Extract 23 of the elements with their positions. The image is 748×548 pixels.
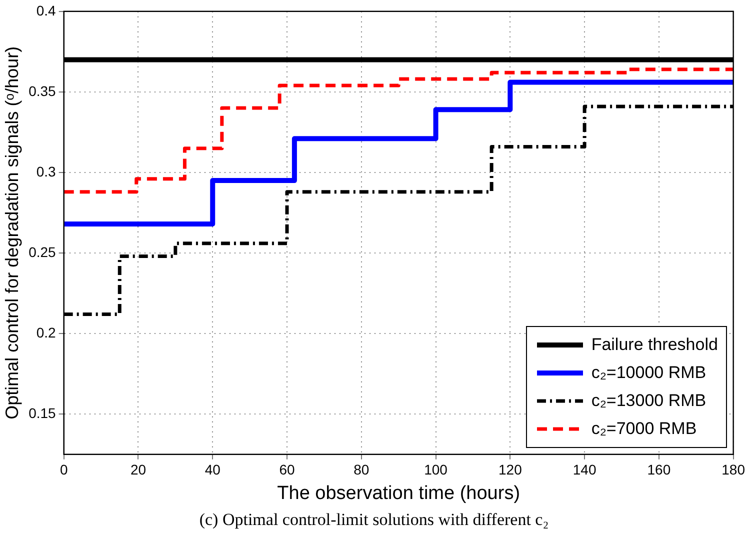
x-tick-label: 160 <box>647 462 671 478</box>
x-tick-label: 120 <box>498 462 522 478</box>
y-tick-label: 0.3 <box>36 163 56 180</box>
x-tick-label: 0 <box>60 462 68 478</box>
y-tick-label: 0.35 <box>28 82 56 99</box>
legend-label: Failure threshold <box>591 335 718 356</box>
x-tick-label: 20 <box>130 462 146 478</box>
legend-label: c₂=10000 RMB <box>591 363 706 384</box>
y-tick-label: 0.2 <box>36 324 56 340</box>
x-tick-label: 100 <box>424 462 448 478</box>
y-tick-label: 0.25 <box>28 244 56 260</box>
y-tick-label: 0.4 <box>36 2 56 18</box>
x-tick-label: 80 <box>354 462 370 478</box>
x-tick-label: 180 <box>722 462 746 478</box>
legend-label: c₂=7000 RMB <box>591 419 697 440</box>
legend-label: c₂=13000 RMB <box>591 391 706 412</box>
y-axis-title: Optimal control for degradation signals (ᵒ/hour) <box>2 46 22 420</box>
y-tick-label: 0.15 <box>28 404 56 421</box>
x-axis-title: The observation time (hours) <box>277 482 520 504</box>
text: (c) Optimal control-limit solutions with different c₂ <box>198 510 550 530</box>
x-tick-label: 40 <box>204 462 221 478</box>
x-tick-label: 140 <box>572 462 596 478</box>
x-tick-label: 60 <box>279 462 296 478</box>
